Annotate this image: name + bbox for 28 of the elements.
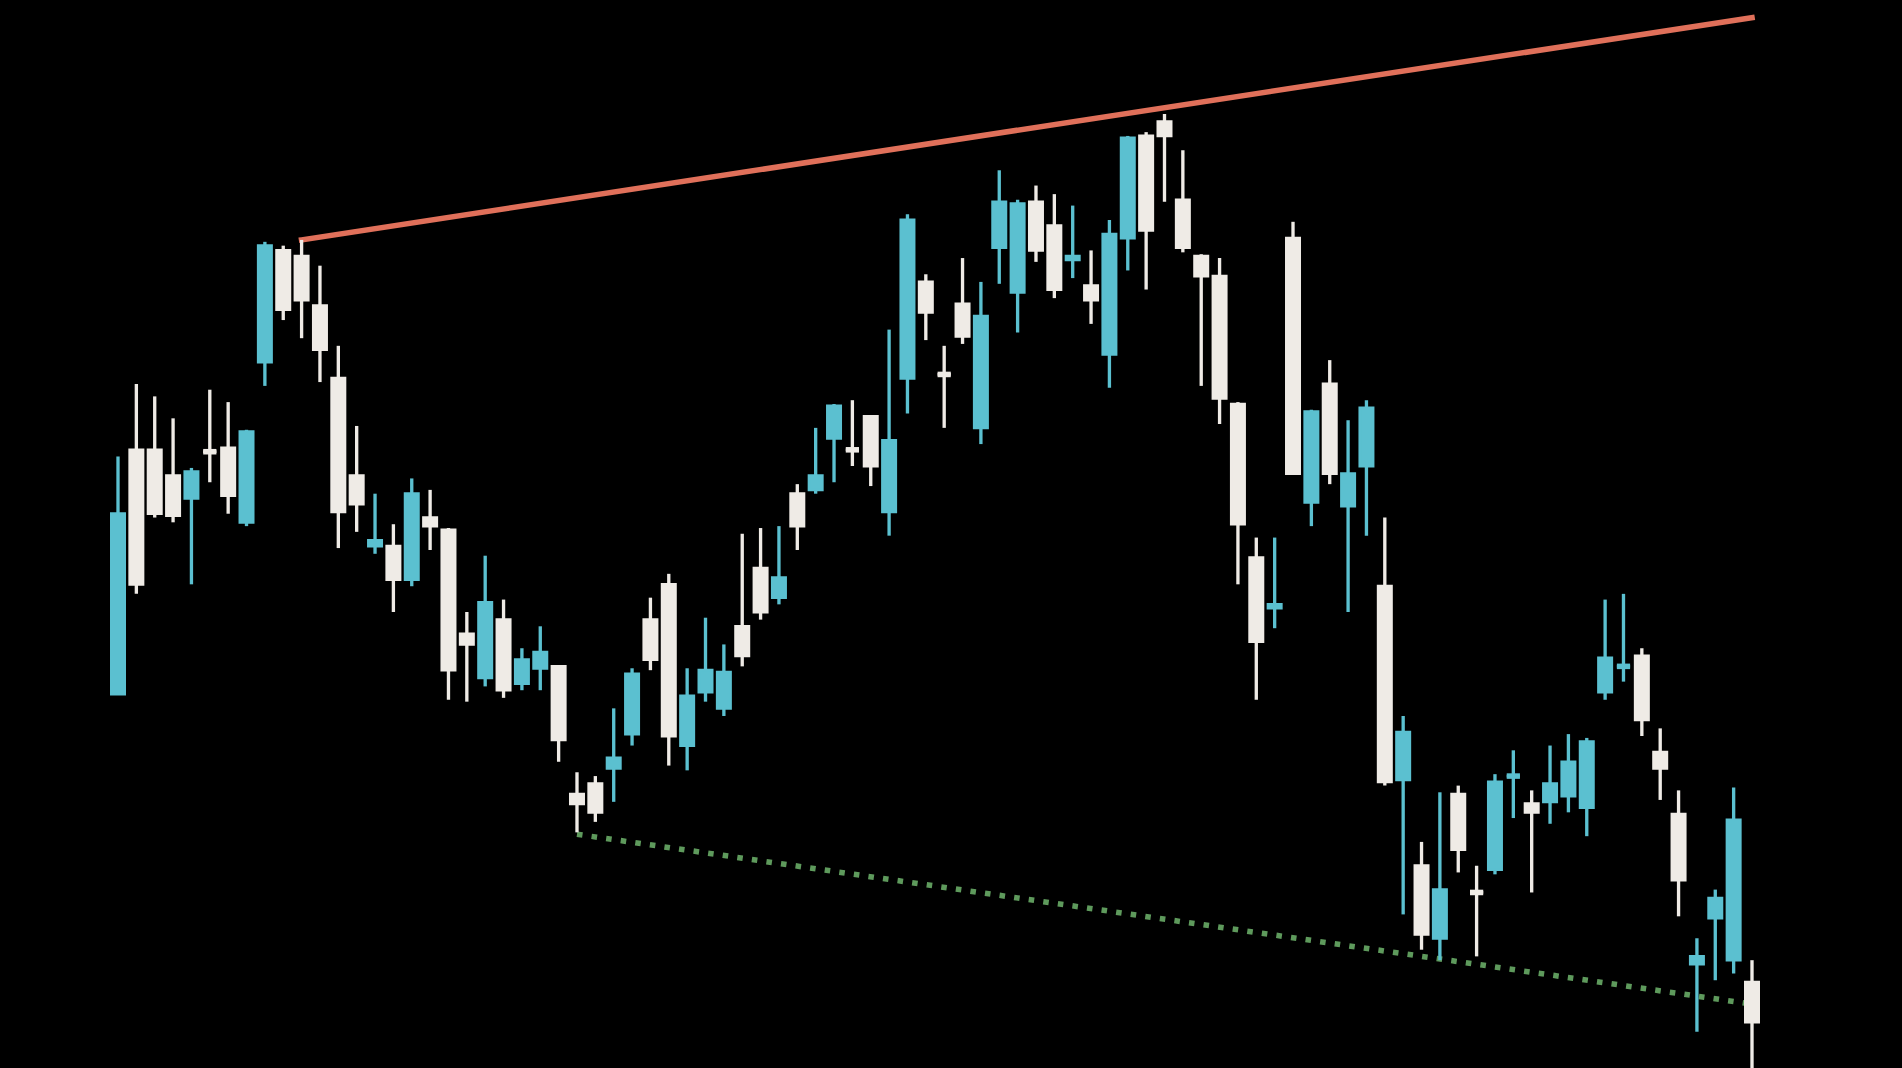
candlestick <box>1395 714 1412 917</box>
candlestick <box>1266 535 1283 630</box>
candlestick <box>422 488 439 552</box>
candlestick <box>734 532 751 669</box>
candlestick <box>917 272 934 342</box>
candlestick <box>954 256 971 346</box>
candlestick <box>807 426 824 496</box>
candlestick <box>1688 936 1705 1034</box>
candlestick <box>1083 248 1100 326</box>
candlestick <box>367 492 384 556</box>
candlestick <box>220 400 237 516</box>
candlestick <box>1503 748 1523 820</box>
candlestick <box>1340 418 1357 614</box>
candlestick <box>826 402 843 484</box>
candlestick <box>789 482 806 552</box>
candlestick <box>1744 958 1760 1068</box>
candlestick <box>605 706 622 804</box>
candlestick <box>752 526 769 622</box>
candlestick <box>1597 597 1614 702</box>
candlestick <box>183 466 200 586</box>
candlestick <box>842 398 862 468</box>
candlestick <box>1064 203 1081 280</box>
candlestick <box>385 522 402 614</box>
candlestick <box>1652 726 1669 802</box>
candlestick <box>311 264 328 384</box>
candlestick <box>770 524 787 607</box>
candlestick <box>1523 788 1540 895</box>
candlestick <box>1174 148 1191 254</box>
